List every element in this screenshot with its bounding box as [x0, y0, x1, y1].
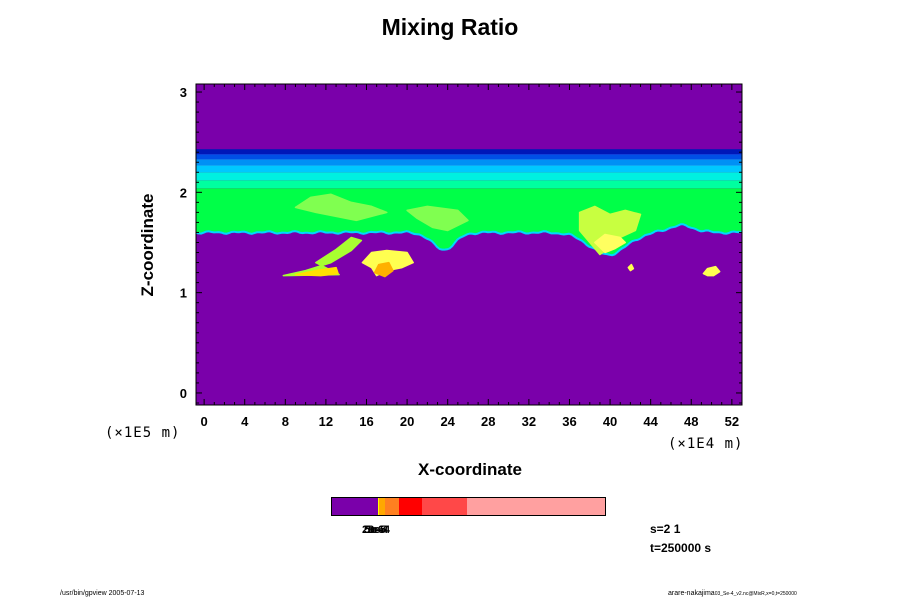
y-axis-unit: (×1E5 m): [105, 425, 181, 441]
x-tick-label-36: 36: [562, 414, 576, 429]
colorbar-label-2: 1e-4: [366, 524, 389, 536]
band-2: [196, 159, 742, 166]
band-5: [196, 180, 742, 189]
y-tick-label-2: 2: [180, 185, 187, 200]
field-background: [196, 84, 742, 405]
y-axis-label: Z-coordinate: [138, 193, 157, 297]
y-tick-label-1: 1: [180, 286, 187, 301]
x-tick-label-8: 8: [282, 414, 289, 429]
band-0: [196, 149, 742, 155]
blob-mid-core: [373, 261, 394, 278]
info-s-label: s=2 1: [650, 522, 681, 536]
dot-right: [627, 263, 635, 272]
band-1: [196, 154, 742, 160]
footer-right: arare-nakajima03_Se-4_v2.nc@MixR,x=0,t=2…: [668, 590, 797, 597]
cloud-right-core: [594, 233, 627, 254]
colorbar-segment-0: [332, 498, 378, 515]
colorbar-label-3: 3e-4: [368, 524, 391, 536]
plot-frame: [195, 83, 743, 406]
footer-right-main: arare-nakajima: [668, 590, 715, 597]
x-tick-label-44: 44: [643, 414, 658, 429]
x-tick-label-12: 12: [319, 414, 333, 429]
cloud-upper-left: [294, 193, 388, 222]
x-tick-label-32: 32: [522, 414, 536, 429]
colorbar: [331, 497, 606, 516]
x-tick-label-28: 28: [481, 414, 495, 429]
band-4: [196, 172, 742, 181]
colorbar-segment-3: [384, 498, 399, 515]
x-axis-label: X-coordinate: [418, 460, 522, 479]
x-tick-label-24: 24: [440, 414, 455, 429]
x-tick-label-0: 0: [201, 414, 208, 429]
footer-left: /usr/bin/gpview 2005-07-13: [60, 590, 145, 597]
band-3: [196, 165, 742, 173]
colorbar-label-0: 2e-6: [362, 524, 385, 536]
colorbar-label-1: 5e-5: [364, 524, 387, 536]
info-t-label: t=250000 s: [650, 541, 712, 555]
x-tick-label-16: 16: [359, 414, 373, 429]
plume-left-core: [294, 266, 339, 277]
x-tick-label-20: 20: [400, 414, 414, 429]
colorbar-segment-1: [377, 498, 380, 515]
x-tick-label-48: 48: [684, 414, 698, 429]
colorbar-segment-2: [379, 498, 385, 515]
x-axis-unit: (×1E4 m): [668, 436, 744, 452]
boundary-edge: [196, 223, 742, 257]
colorbar-segment-5: [421, 498, 467, 515]
y-tick-label-3: 3: [180, 85, 187, 100]
blob-far-right: [702, 265, 721, 277]
chart-title: Mixing Ratio: [381, 14, 519, 40]
y-tick-label-0: 0: [180, 386, 187, 401]
colorbar-segment-6: [466, 498, 605, 515]
x-tick-label-4: 4: [241, 414, 249, 429]
x-tick-label-52: 52: [725, 414, 739, 429]
x-tick-label-40: 40: [603, 414, 617, 429]
cloud-upper-mid: [406, 205, 469, 232]
colorbar-segment-4: [398, 498, 422, 515]
footer-right-small: 03_Se-4_v2.nc@MixR,x=0,t=250000: [714, 591, 797, 597]
